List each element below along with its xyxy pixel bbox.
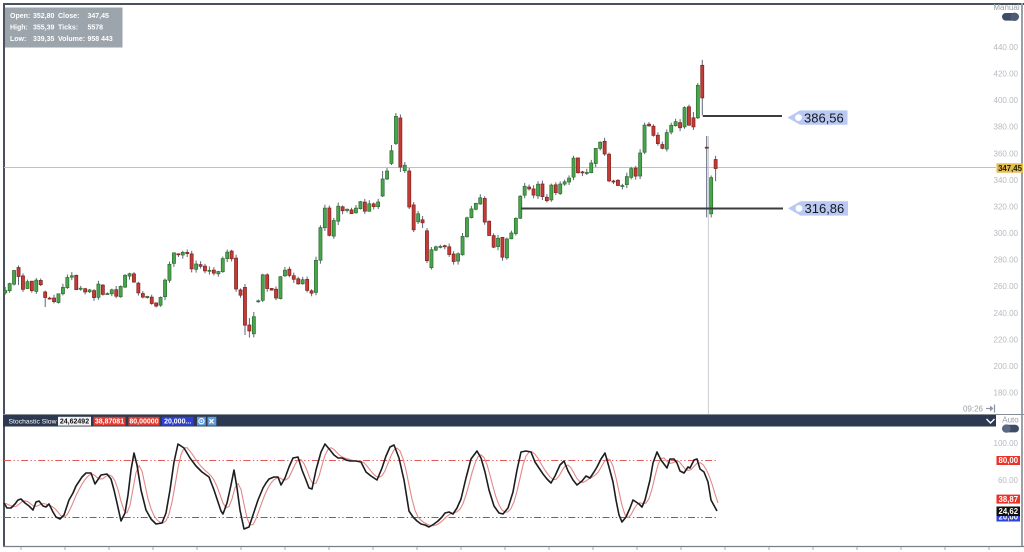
svg-text:320.00: 320.00 xyxy=(994,203,1019,212)
svg-text:60.00: 60.00 xyxy=(998,476,1019,485)
svg-text:Volume:: Volume: xyxy=(58,36,85,43)
svg-text:Low:: Low: xyxy=(10,36,26,43)
svg-text:38,87: 38,87 xyxy=(999,495,1019,504)
svg-text:355,39: 355,39 xyxy=(33,25,55,32)
svg-text:386,56: 386,56 xyxy=(804,110,844,125)
svg-text:280.00: 280.00 xyxy=(994,256,1019,265)
svg-text:347,45: 347,45 xyxy=(998,164,1023,173)
svg-text:958 443: 958 443 xyxy=(88,36,113,43)
svg-text:Open:: Open: xyxy=(10,13,30,20)
svg-text:240.00: 240.00 xyxy=(994,309,1019,318)
svg-text:347,45: 347,45 xyxy=(88,13,110,20)
svg-text:200.00: 200.00 xyxy=(994,362,1019,371)
svg-text:5578: 5578 xyxy=(88,25,104,32)
svg-text:80,00: 80,00 xyxy=(999,456,1019,465)
svg-text:180.00: 180.00 xyxy=(994,389,1019,398)
svg-text:352,80: 352,80 xyxy=(33,13,55,20)
svg-text:24,62492: 24,62492 xyxy=(60,419,89,426)
svg-text:400.00: 400.00 xyxy=(994,96,1019,105)
svg-text:260.00: 260.00 xyxy=(994,282,1019,291)
svg-text:100.00: 100.00 xyxy=(994,439,1019,448)
svg-text:24,62: 24,62 xyxy=(999,507,1019,516)
svg-text:Auto: Auto xyxy=(1002,415,1019,424)
svg-text:339,35: 339,35 xyxy=(33,36,55,43)
svg-text:20,00: 20,00 xyxy=(999,513,1019,522)
svg-text:360.00: 360.00 xyxy=(994,149,1019,158)
svg-text:Stochastic Slow: Stochastic Slow xyxy=(9,419,57,426)
svg-text:80,00000: 80,00000 xyxy=(129,419,158,426)
svg-text:420.00: 420.00 xyxy=(994,70,1019,79)
svg-text:09:26: 09:26 xyxy=(963,405,984,414)
svg-text:20,000...: 20,000... xyxy=(164,419,191,426)
svg-text:316,86: 316,86 xyxy=(805,201,845,216)
svg-text:340.00: 340.00 xyxy=(994,176,1019,185)
svg-text:300.00: 300.00 xyxy=(994,229,1019,238)
svg-text:380.00: 380.00 xyxy=(994,123,1019,132)
svg-text:Close:: Close: xyxy=(58,13,79,20)
svg-text:440.00: 440.00 xyxy=(994,43,1019,52)
svg-text:Ticks:: Ticks: xyxy=(58,25,78,32)
svg-text:High:: High: xyxy=(10,25,28,32)
svg-text:38,87081: 38,87081 xyxy=(95,419,124,426)
svg-text:220.00: 220.00 xyxy=(994,335,1019,344)
svg-text:Manual: Manual xyxy=(993,3,1019,12)
